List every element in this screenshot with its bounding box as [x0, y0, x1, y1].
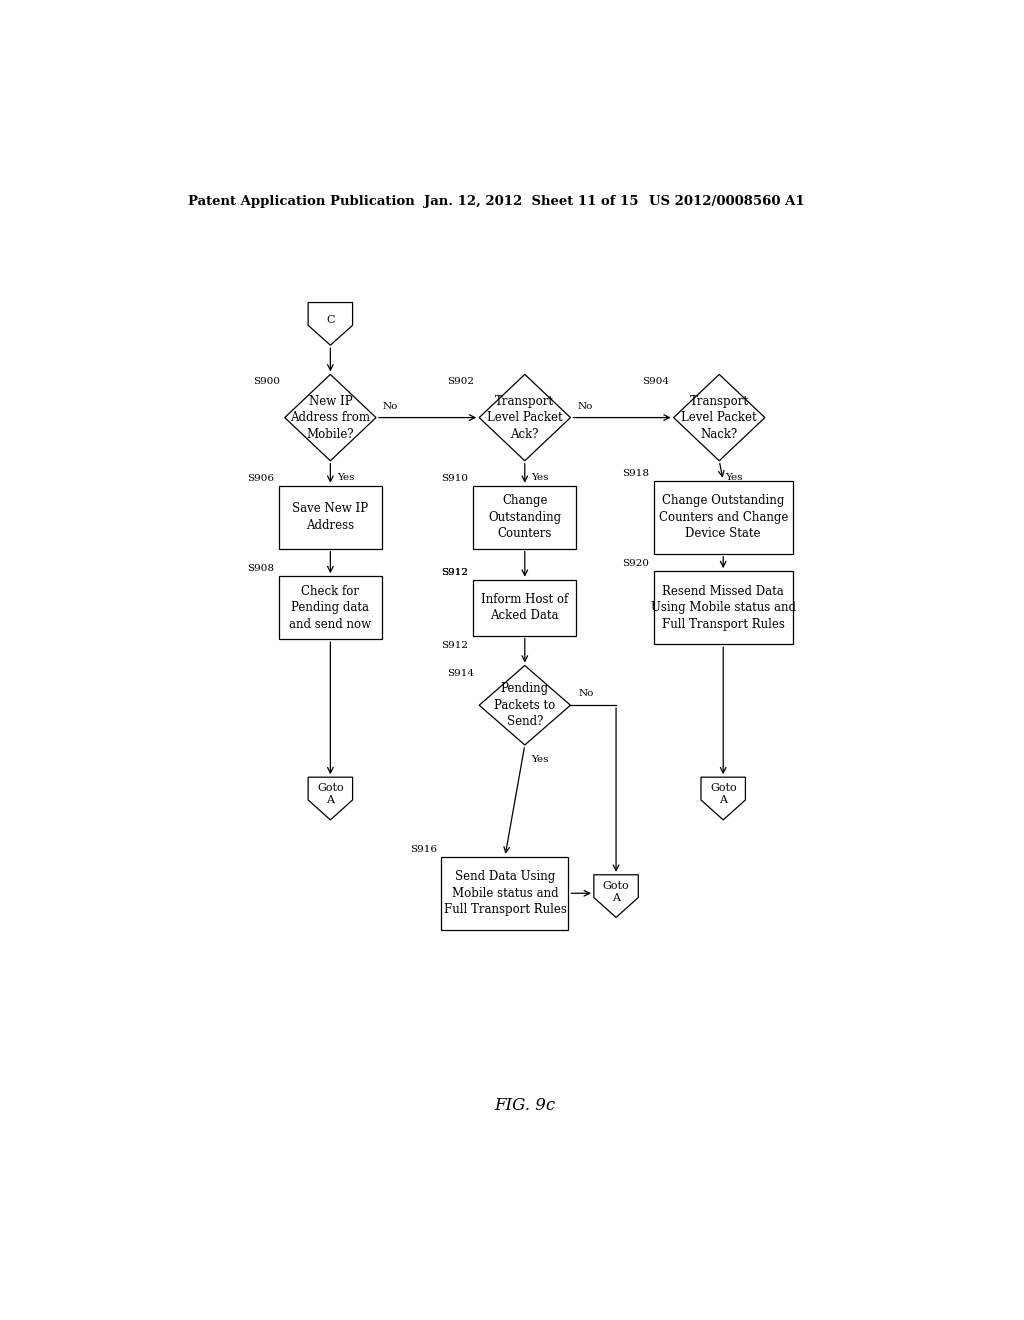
- Bar: [653, 572, 793, 644]
- Bar: [441, 857, 568, 929]
- Text: US 2012/0008560 A1: US 2012/0008560 A1: [649, 195, 805, 209]
- Text: Save New IP
Address: Save New IP Address: [292, 503, 369, 532]
- Text: S910: S910: [441, 474, 468, 483]
- Text: Yes: Yes: [531, 755, 549, 764]
- Text: S900: S900: [253, 378, 280, 387]
- Text: Send Data Using
Mobile status and
Full Transport Rules: Send Data Using Mobile status and Full T…: [443, 870, 566, 916]
- Text: New IP
Address from
Mobile?: New IP Address from Mobile?: [291, 395, 371, 441]
- Text: Inform Host of
Acked Data: Inform Host of Acked Data: [481, 593, 568, 623]
- Text: Pending
Packets to
Send?: Pending Packets to Send?: [495, 682, 555, 729]
- Text: S912: S912: [441, 640, 468, 649]
- Text: S918: S918: [622, 469, 649, 478]
- Text: S912: S912: [441, 568, 468, 577]
- Text: No: No: [579, 689, 594, 698]
- Text: S906: S906: [247, 474, 274, 483]
- Text: Goto
A: Goto A: [710, 784, 736, 805]
- Bar: [473, 579, 577, 636]
- Text: S904: S904: [642, 378, 669, 387]
- Text: Yes: Yes: [726, 473, 743, 482]
- Text: S902: S902: [447, 378, 474, 387]
- Bar: [279, 486, 382, 549]
- Text: Jan. 12, 2012  Sheet 11 of 15: Jan. 12, 2012 Sheet 11 of 15: [424, 195, 639, 209]
- Bar: [653, 480, 793, 554]
- Text: Change Outstanding
Counters and Change
Device State: Change Outstanding Counters and Change D…: [658, 494, 787, 540]
- Text: S916: S916: [410, 845, 436, 854]
- Text: Yes: Yes: [531, 473, 549, 482]
- Text: S912: S912: [441, 568, 468, 577]
- Text: Change
Outstanding
Counters: Change Outstanding Counters: [488, 494, 561, 540]
- Text: Check for
Pending data
and send now: Check for Pending data and send now: [290, 585, 372, 631]
- Text: No: No: [578, 403, 593, 412]
- Text: Goto
A: Goto A: [603, 880, 630, 903]
- Text: Transport
Level Packet
Nack?: Transport Level Packet Nack?: [681, 395, 757, 441]
- Text: Patent Application Publication: Patent Application Publication: [187, 195, 415, 209]
- Text: S908: S908: [247, 564, 274, 573]
- Text: Yes: Yes: [337, 473, 354, 482]
- Text: Resend Missed Data
Using Mobile status and
Full Transport Rules: Resend Missed Data Using Mobile status a…: [650, 585, 796, 631]
- Text: S914: S914: [447, 668, 474, 677]
- Text: C: C: [326, 314, 335, 325]
- Text: S920: S920: [622, 558, 649, 568]
- Text: Goto
A: Goto A: [317, 784, 344, 805]
- Text: FIG. 9c: FIG. 9c: [495, 1097, 555, 1114]
- Text: Transport
Level Packet
Ack?: Transport Level Packet Ack?: [487, 395, 562, 441]
- Bar: [279, 576, 382, 639]
- Bar: [473, 486, 577, 549]
- Text: No: No: [383, 403, 398, 412]
